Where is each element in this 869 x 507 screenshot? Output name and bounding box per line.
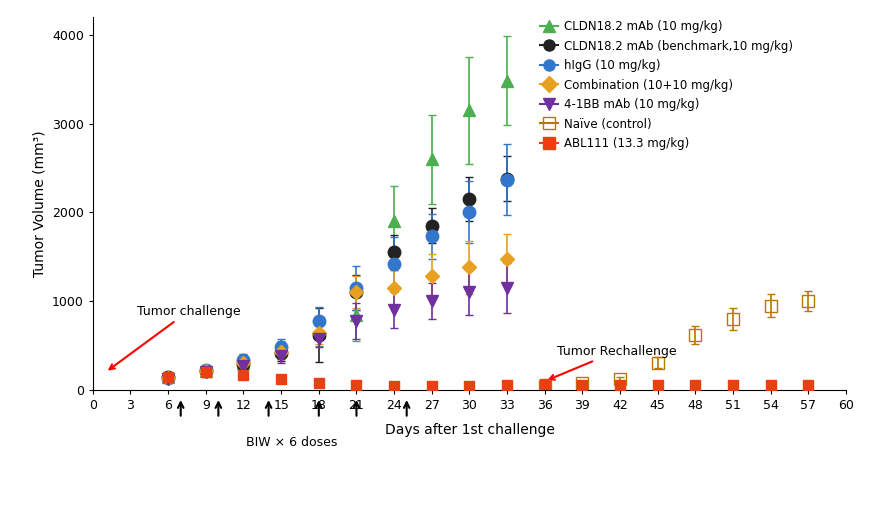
Y-axis label: Tumor Volume (mm³): Tumor Volume (mm³) — [32, 130, 46, 277]
Legend: CLDN18.2 mAb (10 mg/kg), CLDN18.2 mAb (benchmark,10 mg/kg), hIgG (10 mg/kg), Com: CLDN18.2 mAb (10 mg/kg), CLDN18.2 mAb (b… — [535, 15, 798, 155]
X-axis label: Days after 1st challenge: Days after 1st challenge — [384, 423, 554, 437]
Text: Tumor Rechallenge: Tumor Rechallenge — [549, 345, 677, 380]
Text: BIW × 6 doses: BIW × 6 doses — [246, 437, 337, 449]
Text: Tumor challenge: Tumor challenge — [109, 305, 241, 369]
